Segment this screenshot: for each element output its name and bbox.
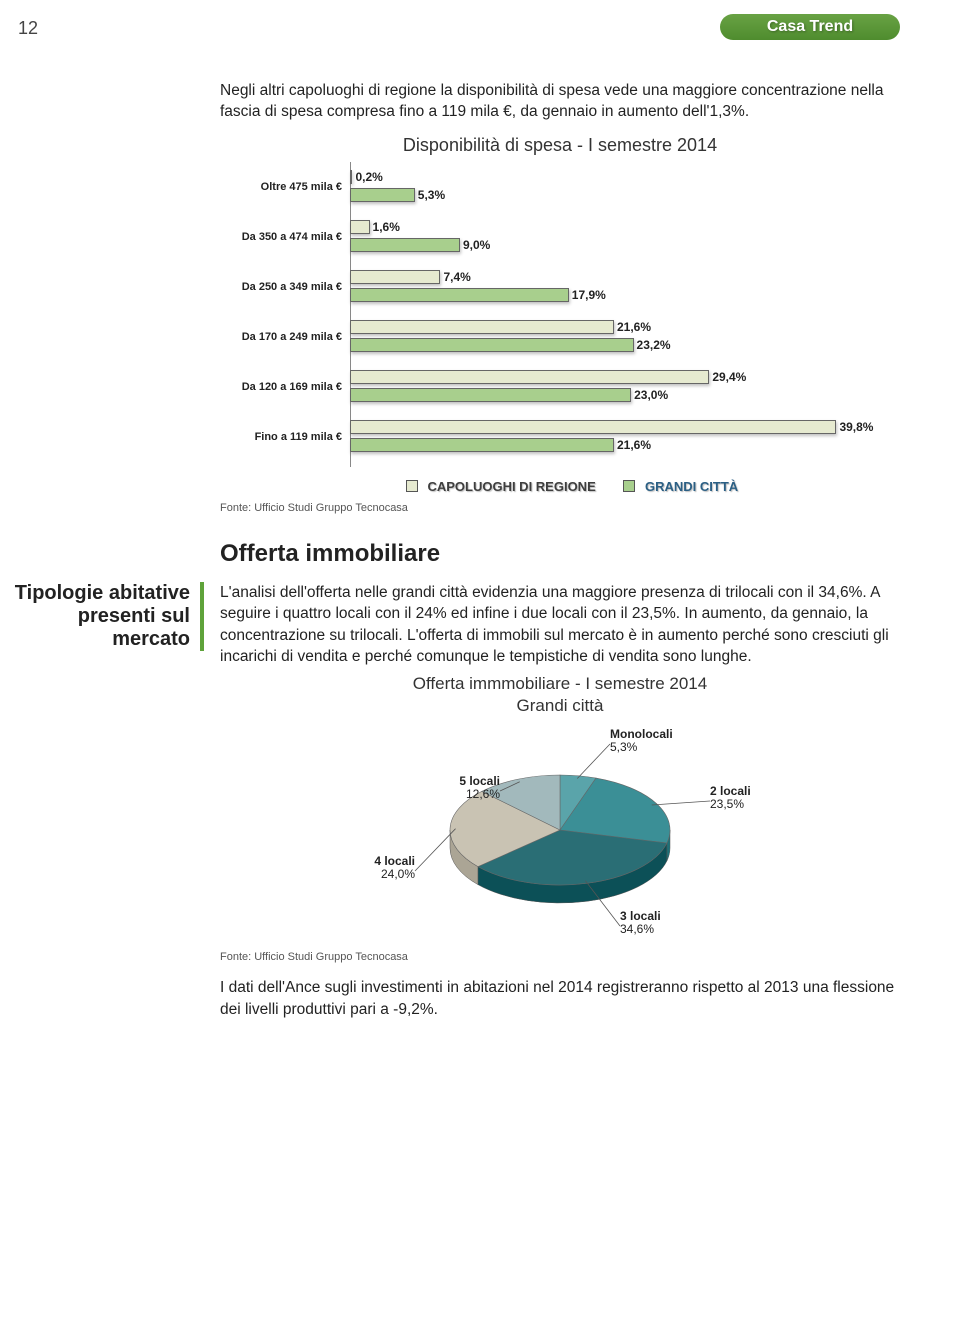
bar: 9,0%	[350, 238, 460, 252]
bar-category-label: Da 120 a 169 mila €	[242, 381, 342, 393]
pie-slice-value: 23,5%	[710, 797, 744, 811]
bar: 23,0%	[350, 388, 631, 402]
bar-category-label: Da 170 a 249 mila €	[242, 331, 342, 343]
intro-paragraph: Negli altri capoluoghi di regione la dis…	[220, 80, 900, 123]
bar: 1,6%	[350, 220, 370, 234]
legend-label-2: GRANDI CITTÀ	[645, 479, 738, 494]
bar: 17,9%	[350, 288, 569, 302]
bar-value-label: 29,4%	[712, 370, 746, 384]
bar: 21,6%	[350, 438, 614, 452]
bar-row: Da 170 a 249 mila €21,6%23,2%	[350, 312, 900, 362]
bar-category-label: Da 350 a 474 mila €	[242, 231, 342, 243]
pie-slice-value: 12,6%	[466, 787, 500, 801]
source-note-1: Fonte: Ufficio Studi Gruppo Tecnocasa	[220, 502, 900, 514]
bar-row: Da 350 a 474 mila €1,6%9,0%	[350, 212, 900, 262]
pie-leader-line	[415, 828, 456, 870]
pie-svg: Monolocali5,3% 2 locali23,5% 3 locali34,6%…	[310, 720, 810, 940]
main-content: Negli altri capoluoghi di regione la dis…	[220, 80, 900, 963]
pie-title-l1: Offerta immmobiliare - I semestre 2014	[220, 673, 900, 694]
bar-plot-area: Oltre 475 mila €0,2%5,3%Da 350 a 474 mil…	[350, 162, 900, 467]
pie-leader-line	[577, 744, 610, 778]
bar-row: Oltre 475 mila €0,2%5,3%	[350, 162, 900, 212]
source-note-2: Fonte: Ufficio Studi Gruppo Tecnocasa	[220, 951, 900, 963]
bar-chart-title: Disponibilità di spesa - I semestre 2014	[220, 135, 900, 156]
bar-legend: CAPOLUOGHI DI REGIONE GRANDI CITTÀ	[220, 478, 900, 494]
pie-slice-label: 2 locali	[710, 784, 751, 798]
bar-value-label: 1,6%	[373, 220, 400, 234]
bar-value-label: 0,2%	[355, 170, 382, 184]
bar-value-label: 21,6%	[617, 438, 651, 452]
pie-slice-label: 3 locali	[620, 909, 661, 923]
section-heading: Offerta immobiliare	[220, 540, 900, 568]
bar-value-label: 23,2%	[637, 338, 671, 352]
offerta-paragraph: L'analisi dell'offerta nelle grandi citt…	[220, 582, 900, 668]
bar-value-label: 5,3%	[418, 188, 445, 202]
bar-value-label: 9,0%	[463, 238, 490, 252]
bar-value-label: 21,6%	[617, 320, 651, 334]
pie-slice-value: 24,0%	[381, 867, 415, 881]
bar-value-label: 7,4%	[443, 270, 470, 284]
pie-title-l2: Grandi città	[220, 695, 900, 716]
page-number: 12	[18, 18, 38, 39]
header-badge: Casa Trend	[720, 14, 900, 40]
bar-value-label: 39,8%	[839, 420, 873, 434]
legend-swatch-1	[406, 480, 418, 492]
pie-slice-label: Monolocali	[610, 727, 673, 741]
legend-label-1: CAPOLUOGHI DI REGIONE	[427, 479, 595, 494]
legend-swatch-2	[623, 480, 635, 492]
bar-category-label: Da 250 a 349 mila €	[242, 281, 342, 293]
pie-slice-label: 4 locali	[374, 854, 415, 868]
bar: 23,2%	[350, 338, 634, 352]
bar-row: Da 250 a 349 mila €7,4%17,9%	[350, 262, 900, 312]
bar: 39,8%	[350, 420, 836, 434]
bar-category-label: Oltre 475 mila €	[261, 181, 342, 193]
bar: 7,4%	[350, 270, 440, 284]
pie-slice-label: 5 locali	[459, 774, 500, 788]
pie-slice-value: 5,3%	[610, 740, 638, 754]
bar-chart: Oltre 475 mila € 0,2% 5,3% Da 350 a 474 mil…	[220, 162, 900, 492]
pie-leader-line	[652, 801, 710, 805]
bar: 5,3%	[350, 188, 415, 202]
bar-row: Fino a 119 mila €39,8%21,6%	[350, 412, 900, 462]
bottom-paragraph: I dati dell'Ance sugli investimenti in a…	[220, 977, 900, 1020]
bar: 21,6%	[350, 320, 614, 334]
pie-chart: Offerta immmobiliare - I semestre 2014 G…	[220, 673, 900, 933]
bar-category-label: Fino a 119 mila €	[255, 431, 342, 443]
bar-row: Da 120 a 169 mila €29,4%23,0%	[350, 362, 900, 412]
bar: 0,2%	[350, 170, 352, 184]
bar: 29,4%	[350, 370, 709, 384]
pie-slice-value: 34,6%	[620, 922, 654, 936]
bar-value-label: 17,9%	[572, 288, 606, 302]
bar-value-label: 23,0%	[634, 388, 668, 402]
sidebar-label: Tipologie abitative presenti sul mercato	[14, 582, 204, 651]
